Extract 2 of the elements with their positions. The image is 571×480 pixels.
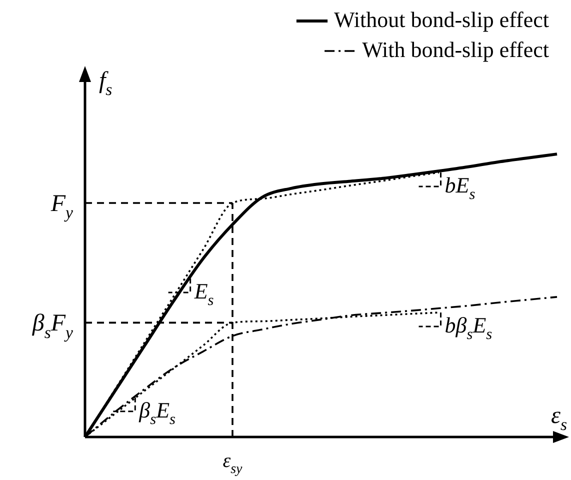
legend-label: With bond-slip effect [362, 36, 550, 62]
legend-label: Without bond-slip effect [334, 6, 550, 32]
